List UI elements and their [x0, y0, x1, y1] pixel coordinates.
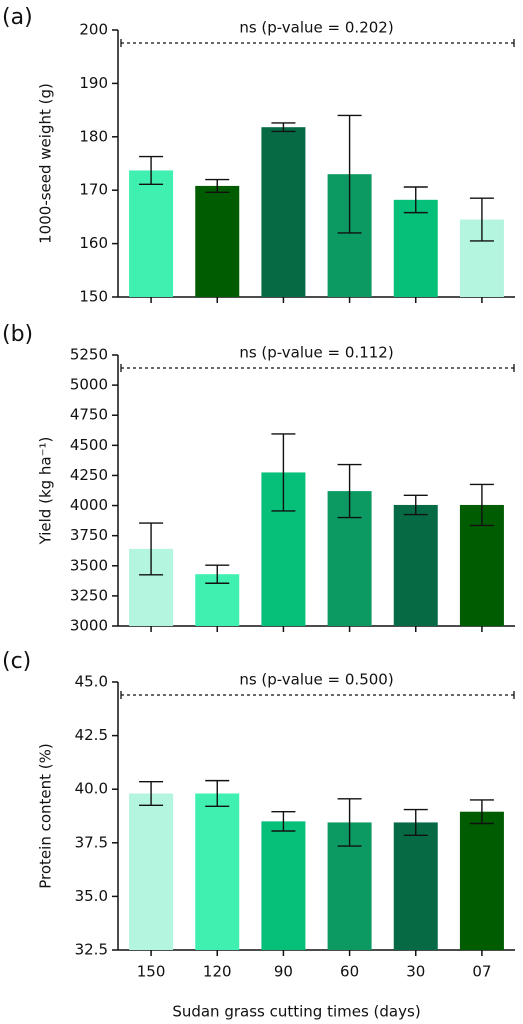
y-axis-label: Yield (kg ha⁻¹)	[37, 437, 55, 546]
panel-label: (a)	[2, 5, 33, 30]
y-tick-label: 3250	[70, 586, 108, 604]
bar	[393, 199, 438, 297]
y-tick-label: 4250	[70, 466, 108, 484]
error-bar	[271, 122, 296, 133]
y-tick-label: 200	[79, 21, 108, 39]
error-bar	[139, 780, 164, 806]
y-tick-label: 4000	[70, 496, 108, 514]
error-bar	[469, 483, 494, 527]
bar	[195, 793, 240, 950]
error-bar	[403, 186, 428, 214]
y-tick-label: 45.0	[75, 673, 108, 691]
error-bar	[205, 779, 230, 808]
bar	[129, 793, 174, 950]
x-tick-label: 120	[203, 963, 232, 981]
error-bar	[205, 178, 230, 194]
y-axis-label: 1000-seed weight (g)	[37, 83, 55, 244]
y-tick-label: 150	[79, 288, 108, 306]
y-tick-label: 37.5	[75, 833, 108, 851]
error-bar	[139, 155, 164, 186]
x-tick-label: 150	[137, 963, 166, 981]
x-tick-label: 30	[406, 963, 425, 981]
y-tick-label: 180	[79, 127, 108, 145]
bar	[261, 821, 306, 950]
bar	[195, 185, 240, 297]
x-tick-label: 90	[274, 963, 293, 981]
bar	[393, 504, 438, 626]
y-tick-label: 40.0	[75, 780, 108, 798]
y-tick-label: 5250	[70, 346, 108, 364]
panel-label: (b)	[2, 322, 33, 347]
annotation: ns (p-value = 0.202)	[239, 19, 393, 37]
bar	[129, 170, 174, 297]
error-bar	[205, 564, 230, 584]
y-tick-label: 32.5	[75, 941, 108, 959]
annotation: ns (p-value = 0.112)	[239, 344, 393, 362]
y-tick-label: 5000	[70, 376, 108, 394]
error-bar	[403, 494, 428, 516]
x-axis-label: Sudan grass cutting times (days)	[172, 1003, 420, 1021]
y-tick-label: 35.0	[75, 887, 108, 905]
y-tick-label: 160	[79, 234, 108, 252]
error-bar	[271, 433, 296, 512]
error-bar	[403, 808, 428, 836]
y-tick-label: 4500	[70, 436, 108, 454]
error-bar	[139, 522, 164, 576]
y-tick-label: 3750	[70, 526, 108, 544]
y-tick-label: 170	[79, 181, 108, 199]
error-bar	[469, 799, 494, 825]
y-tick-label: 4750	[70, 406, 108, 424]
bar	[261, 127, 306, 297]
y-tick-label: 190	[79, 74, 108, 92]
y-tick-label: 42.5	[75, 726, 108, 744]
bar	[393, 822, 438, 950]
error-bar	[469, 197, 494, 242]
error-bar	[337, 798, 362, 847]
error-bar	[337, 463, 362, 519]
y-tick-label: 3000	[70, 617, 108, 635]
x-tick-label: 07	[472, 963, 491, 981]
panel-label: (c)	[2, 649, 31, 674]
error-bar	[337, 114, 362, 234]
annotation: ns (p-value = 0.500)	[239, 671, 393, 689]
y-axis-label: Protein content (%)	[37, 743, 55, 889]
error-bar	[271, 811, 296, 832]
y-tick-label: 3500	[70, 556, 108, 574]
bar	[459, 811, 504, 950]
x-tick-label: 60	[340, 963, 359, 981]
